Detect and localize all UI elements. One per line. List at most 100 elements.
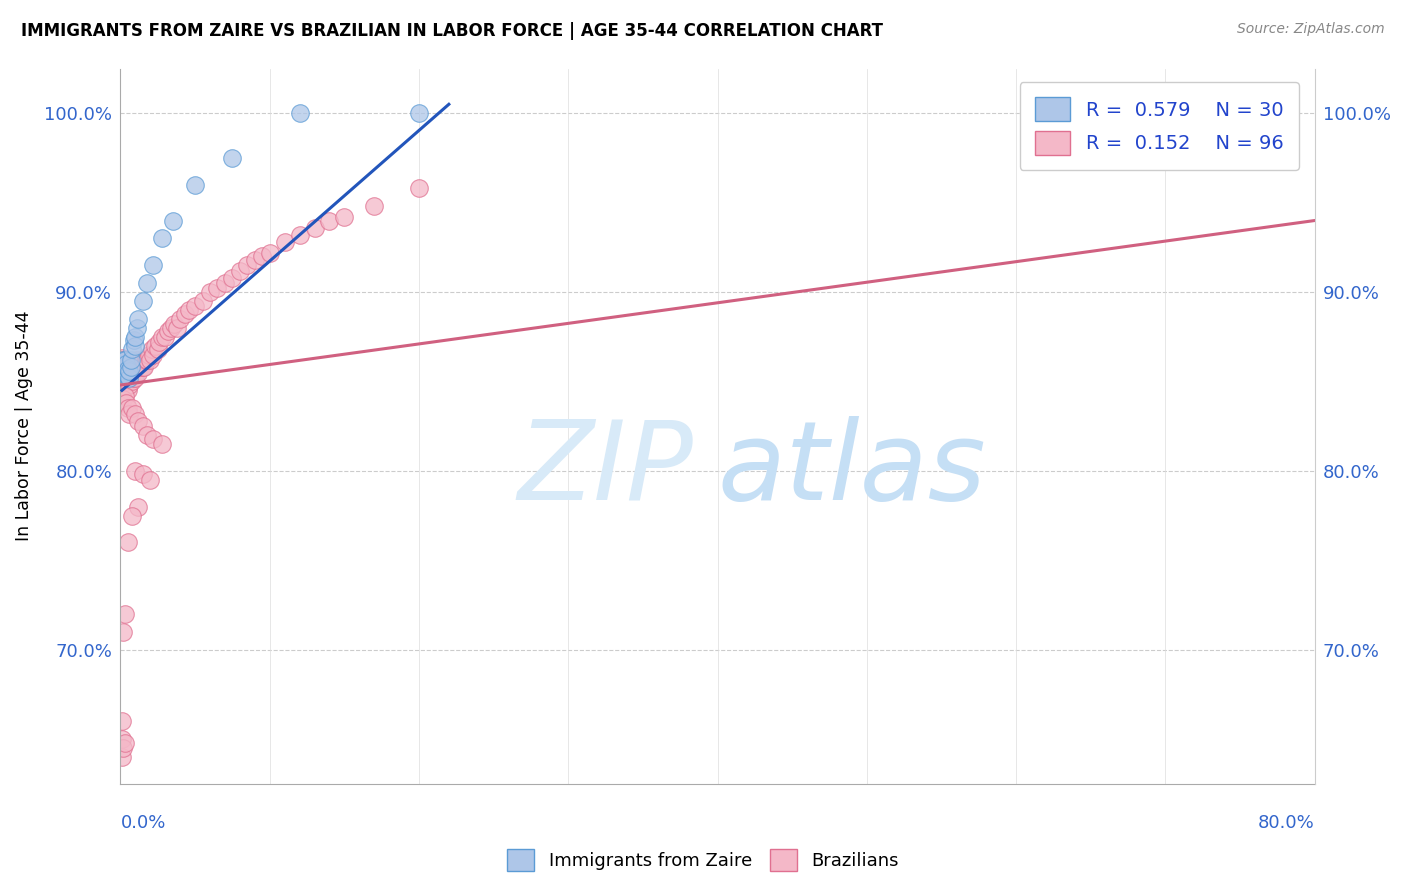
Point (139, 473, 162, 487)
Point (121, 508, 143, 523)
Point (118, 366, 141, 380)
Point (111, 351, 134, 366)
Point (122, 360, 145, 375)
Point (221, 151, 243, 165)
Point (111, 360, 134, 375)
Text: atlas: atlas (717, 416, 986, 523)
Point (117, 369, 139, 384)
Point (150, 330, 173, 344)
Point (157, 325, 180, 339)
Point (191, 293, 214, 308)
Point (114, 366, 136, 380)
Point (162, 213, 184, 227)
Point (207, 281, 229, 295)
Point (132, 353, 155, 368)
Point (184, 299, 207, 313)
Point (121, 401, 143, 416)
Point (122, 334, 145, 348)
Point (117, 401, 139, 416)
Text: 0.0%: 0.0% (121, 814, 166, 832)
Point (111, 714, 134, 729)
Point (124, 360, 146, 375)
Point (112, 353, 135, 368)
Point (169, 311, 191, 326)
Point (408, 106, 430, 120)
Point (288, 106, 311, 120)
Point (139, 353, 162, 368)
Point (214, 276, 236, 290)
Point (127, 414, 149, 428)
Point (136, 276, 159, 290)
Point (125, 321, 148, 335)
Point (124, 330, 146, 344)
Y-axis label: In Labor Force | Age 35-44: In Labor Force | Age 35-44 (15, 311, 32, 541)
Point (115, 357, 138, 371)
Point (150, 437, 173, 451)
Point (124, 464, 146, 478)
Point (128, 357, 150, 371)
Point (114, 360, 136, 375)
Legend: Immigrants from Zaire, Brazilians: Immigrants from Zaire, Brazilians (501, 842, 905, 879)
Point (117, 362, 139, 376)
Text: ZIP: ZIP (517, 416, 693, 523)
Point (318, 213, 340, 227)
Point (132, 467, 155, 482)
Point (112, 360, 135, 375)
Point (142, 432, 165, 446)
Point (236, 258, 259, 272)
Point (198, 285, 221, 299)
Point (142, 348, 165, 362)
Point (273, 235, 295, 249)
Point (127, 366, 149, 380)
Point (163, 318, 186, 332)
Point (114, 353, 136, 368)
Point (112, 357, 135, 371)
Point (111, 366, 134, 380)
Point (134, 360, 156, 375)
Point (143, 339, 166, 353)
Point (127, 311, 149, 326)
Point (259, 245, 281, 260)
Point (124, 407, 146, 421)
Point (118, 378, 141, 392)
Point (118, 371, 141, 385)
Point (243, 252, 266, 267)
Point (111, 353, 134, 368)
Point (120, 360, 142, 375)
Point (131, 360, 153, 375)
Point (136, 428, 159, 442)
Point (117, 366, 139, 380)
Point (142, 258, 165, 272)
Point (118, 364, 141, 378)
Point (111, 362, 134, 376)
Point (121, 375, 143, 389)
Point (150, 231, 173, 245)
Point (160, 321, 183, 335)
Point (115, 396, 138, 410)
Point (117, 535, 139, 549)
Point (120, 366, 142, 380)
Point (112, 624, 135, 639)
Point (111, 732, 134, 747)
Point (112, 392, 135, 407)
Point (252, 249, 274, 263)
Point (114, 366, 136, 380)
Point (114, 360, 136, 375)
Point (115, 364, 138, 378)
Point (132, 293, 155, 308)
Point (114, 607, 136, 621)
Legend: R =  0.579    N = 30, R =  0.152    N = 96: R = 0.579 N = 30, R = 0.152 N = 96 (1019, 82, 1299, 170)
Point (125, 353, 148, 368)
Text: Source: ZipAtlas.com: Source: ZipAtlas.com (1237, 22, 1385, 37)
Point (135, 353, 157, 368)
Point (114, 389, 136, 403)
Point (166, 321, 188, 335)
Text: IMMIGRANTS FROM ZAIRE VS BRAZILIAN IN LABOR FORCE | AGE 35-44 CORRELATION CHART: IMMIGRANTS FROM ZAIRE VS BRAZILIAN IN LA… (21, 22, 883, 40)
Point (112, 353, 135, 368)
Point (136, 353, 159, 368)
Point (179, 302, 201, 317)
Point (115, 371, 138, 385)
Point (122, 371, 145, 385)
Point (221, 270, 243, 285)
Point (125, 360, 148, 375)
